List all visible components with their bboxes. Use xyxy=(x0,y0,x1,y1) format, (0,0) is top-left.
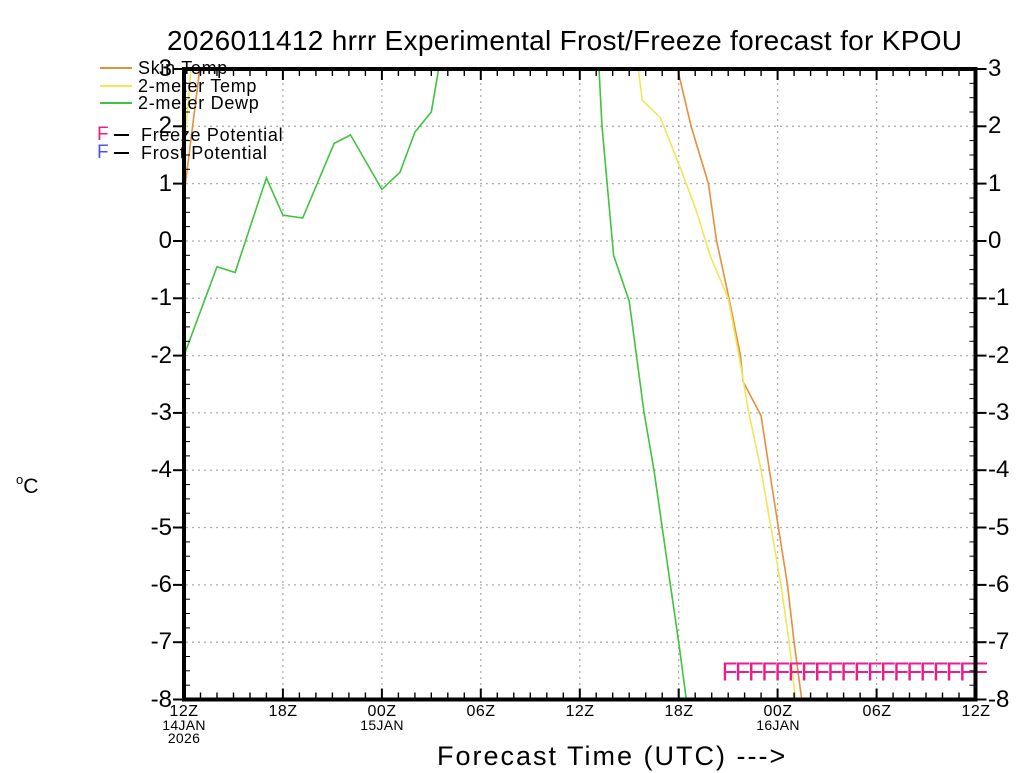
legend-label: Skin Temp xyxy=(138,58,229,78)
degree-symbol: o xyxy=(16,472,24,487)
x-tick-label: 12Z xyxy=(961,703,991,720)
freeze-flag: F xyxy=(919,656,935,686)
y-tick-label-right: 2 xyxy=(988,112,1002,139)
y-tick-label-right: -2 xyxy=(988,342,1010,369)
dash-icon xyxy=(114,134,129,136)
y-tick-label-left: -1 xyxy=(150,284,172,311)
y-tick-label-left: -8 xyxy=(150,686,172,713)
y-axis-units: oC xyxy=(16,472,38,499)
y-tick-label-right: -8 xyxy=(988,686,1010,713)
y-tick-label-right: -5 xyxy=(988,514,1010,541)
y-tick-label-right: 3 xyxy=(988,55,1002,82)
y-tick-label-left: -7 xyxy=(150,628,172,655)
freeze-flag: F xyxy=(814,656,830,686)
freeze-flag: F xyxy=(933,656,949,686)
freeze-flag: F xyxy=(761,656,777,686)
legend-label: 2-meter Temp xyxy=(138,75,258,96)
freeze-flag: F xyxy=(722,656,738,686)
y-tick-label-right: -7 xyxy=(988,628,1010,655)
y-tick-label-left: 1 xyxy=(158,170,172,197)
y-tick-label-right: -4 xyxy=(988,456,1010,483)
frost-flag-symbol: F xyxy=(97,141,109,163)
x-tick-label: 18Z xyxy=(664,703,694,720)
y-tick-label-right: -1 xyxy=(988,284,1010,311)
y-tick-label-left: 0 xyxy=(158,227,172,254)
y-tick-label-left: -6 xyxy=(150,571,172,598)
y-tick-label-left: -2 xyxy=(150,342,172,369)
legend-item-2m-dewp: 2-meter Dewp xyxy=(100,94,259,112)
freeze-flag: F xyxy=(867,656,883,686)
freeze-flag: F xyxy=(959,656,975,686)
freeze-flag: F xyxy=(748,656,764,686)
celsius-letter: C xyxy=(23,475,39,498)
2m-dewp-line-swatch xyxy=(100,102,132,104)
x-tick-label: 12Z xyxy=(565,703,595,720)
freeze-flag: F xyxy=(774,656,790,686)
x-tick-date-label: 14JAN xyxy=(162,717,206,733)
skin-temp-line-swatch xyxy=(100,67,132,69)
freeze-flag: F xyxy=(735,656,751,686)
legend-label: Freeze Potential xyxy=(141,125,284,145)
2-meter-dewp-line xyxy=(186,71,687,698)
plot-frame xyxy=(182,67,978,702)
freeze-flag: F xyxy=(827,656,843,686)
x-tick-date-label: 16JAN xyxy=(756,717,800,733)
freeze-flag: F xyxy=(840,656,856,686)
dash-icon xyxy=(114,151,129,154)
data-lines xyxy=(186,71,803,698)
freeze-flag: F xyxy=(880,656,896,686)
y-tick-label-left: -5 xyxy=(150,514,172,541)
x-tick-year-label: 2026 xyxy=(167,730,201,746)
legend-item-skin-temp: Skin Temp xyxy=(100,59,228,77)
legend-item-frost-potential: F Frost Potential xyxy=(97,141,268,163)
y-tick-label-right: -3 xyxy=(988,399,1010,426)
2m-temp-line-swatch xyxy=(100,84,132,87)
freeze-flag: F xyxy=(854,656,870,686)
y-tick-label-right: 1 xyxy=(988,170,1002,197)
y-tick-label-left: 2 xyxy=(158,112,172,139)
x-tick-label: 12Z xyxy=(169,703,199,720)
y-tick-label-left: -4 xyxy=(150,456,172,483)
y-tick-label-left: -3 xyxy=(150,399,172,426)
legend-item-freeze-potential: F Freeze Potential xyxy=(97,124,284,145)
x-tick-label: 06Z xyxy=(862,703,892,720)
y-tick-label-left: 3 xyxy=(158,55,172,82)
axis-ticks xyxy=(173,68,987,701)
y-tick-label-right: 0 xyxy=(988,227,1002,254)
freeze-flag: F xyxy=(788,656,804,686)
gridlines xyxy=(186,71,974,698)
legend-label: 2-meter Dewp xyxy=(138,93,260,113)
x-tick-label: 06Z xyxy=(466,703,496,720)
x-tick-label: 00Z xyxy=(367,703,397,720)
y-tick-label-right: -6 xyxy=(988,571,1010,598)
legend-label: Frost Potential xyxy=(141,142,268,163)
2-meter-temp-line xyxy=(186,71,797,698)
x-tick-date-label: 15JAN xyxy=(360,717,404,733)
x-tick-label: 00Z xyxy=(763,703,793,720)
chart-title: 2026011412 hrrr Experimental Frost/Freez… xyxy=(167,25,963,56)
freeze-flag: F xyxy=(801,656,817,686)
freeze-flag: F xyxy=(893,656,909,686)
x-tick-label: 18Z xyxy=(268,703,298,720)
freeze-flag: F xyxy=(906,656,922,686)
freeze-flag: F xyxy=(946,656,962,686)
freeze-flag-symbol: F xyxy=(97,124,109,145)
legend-item-2m-temp: 2-meter Temp xyxy=(100,77,257,95)
skin-temp-line xyxy=(186,71,803,698)
x-axis-title: Forecast Time (UTC) ---> xyxy=(437,741,788,771)
